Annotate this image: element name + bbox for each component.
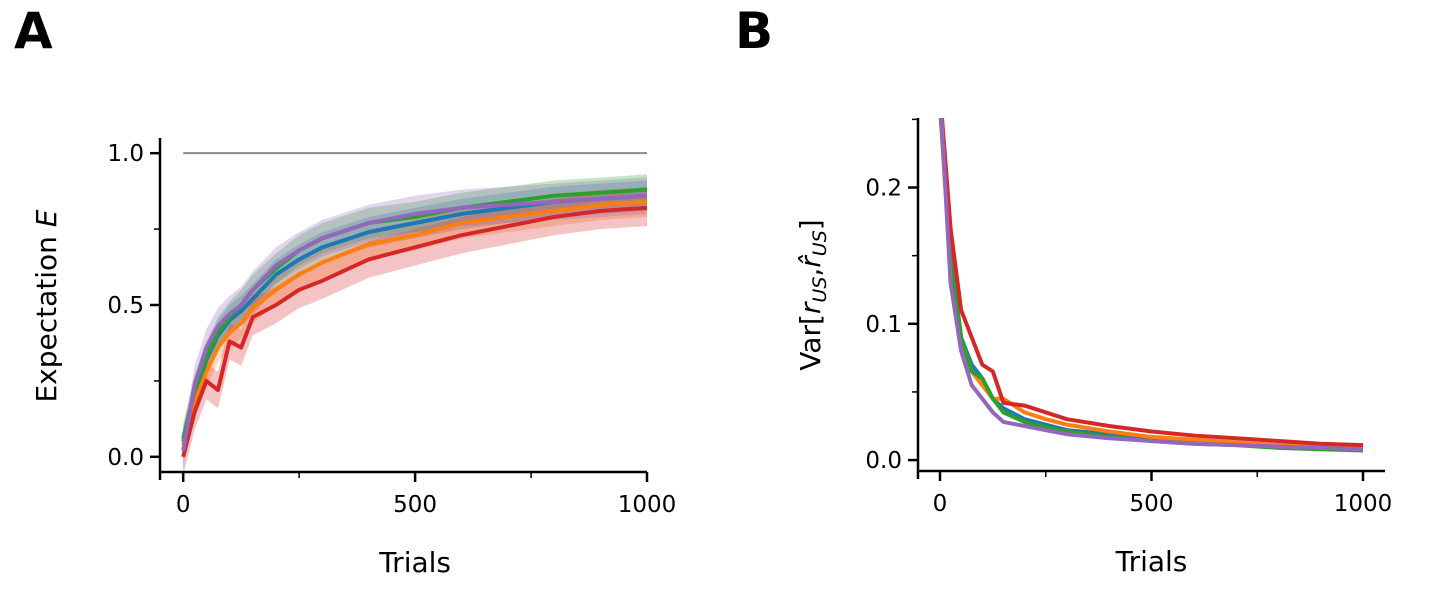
y-axis-label-part: ] xyxy=(794,219,827,230)
y-tick-label: 0.2 xyxy=(865,176,902,202)
series-line-1 xyxy=(181,199,648,446)
y-tick-label: 0.0 xyxy=(865,448,902,474)
series-band-1 xyxy=(183,186,647,460)
series-line-4 xyxy=(181,193,648,452)
plot-area xyxy=(938,118,1364,453)
x-axis-label: Trials xyxy=(378,546,451,579)
y-tick-label: 1.0 xyxy=(107,141,144,167)
panel-label-a: A xyxy=(14,2,53,60)
y-axis-label: Var[rUS,r̂US] xyxy=(794,219,831,370)
y-axis-label: Expectation E xyxy=(30,209,63,402)
series-line-1 xyxy=(938,118,1364,450)
x-tick-label: 500 xyxy=(1130,491,1174,517)
y-tick-label: 0.0 xyxy=(107,445,144,471)
y-tick-label: 0.1 xyxy=(865,312,902,338)
x-tick-label: 1000 xyxy=(618,492,677,518)
x-tick-label: 0 xyxy=(933,491,948,517)
y-axis-label-part: US xyxy=(809,277,831,303)
y-axis-label-text: Expectation xyxy=(30,227,63,402)
y-tick-label: 0.5 xyxy=(107,293,144,319)
x-tick-label: 1000 xyxy=(1334,491,1393,517)
y-axis-label-part: r̂ xyxy=(794,255,827,268)
series-line-4 xyxy=(939,118,1364,452)
y-axis-label-part: r xyxy=(794,301,827,314)
series-band-2 xyxy=(183,174,647,454)
x-tick-label: 500 xyxy=(393,492,437,518)
series-line-3 xyxy=(181,205,648,458)
series-line-3 xyxy=(939,118,1364,448)
x-tick-label: 0 xyxy=(176,492,191,518)
y-axis-label-part: US xyxy=(809,230,831,256)
plot-area xyxy=(181,174,648,472)
y-axis-label-symbol: E xyxy=(30,209,63,227)
series-band-3 xyxy=(183,189,647,472)
panel-a: 0 500 1000 0.0 0.5 1.0 Trials Expectation E xyxy=(30,138,676,579)
panel-label-b: B xyxy=(735,2,773,60)
y-axis-label-part: , xyxy=(794,268,827,277)
y-axis-label-part: Var[ xyxy=(794,314,827,371)
x-axis-label: Trials xyxy=(1115,545,1188,578)
